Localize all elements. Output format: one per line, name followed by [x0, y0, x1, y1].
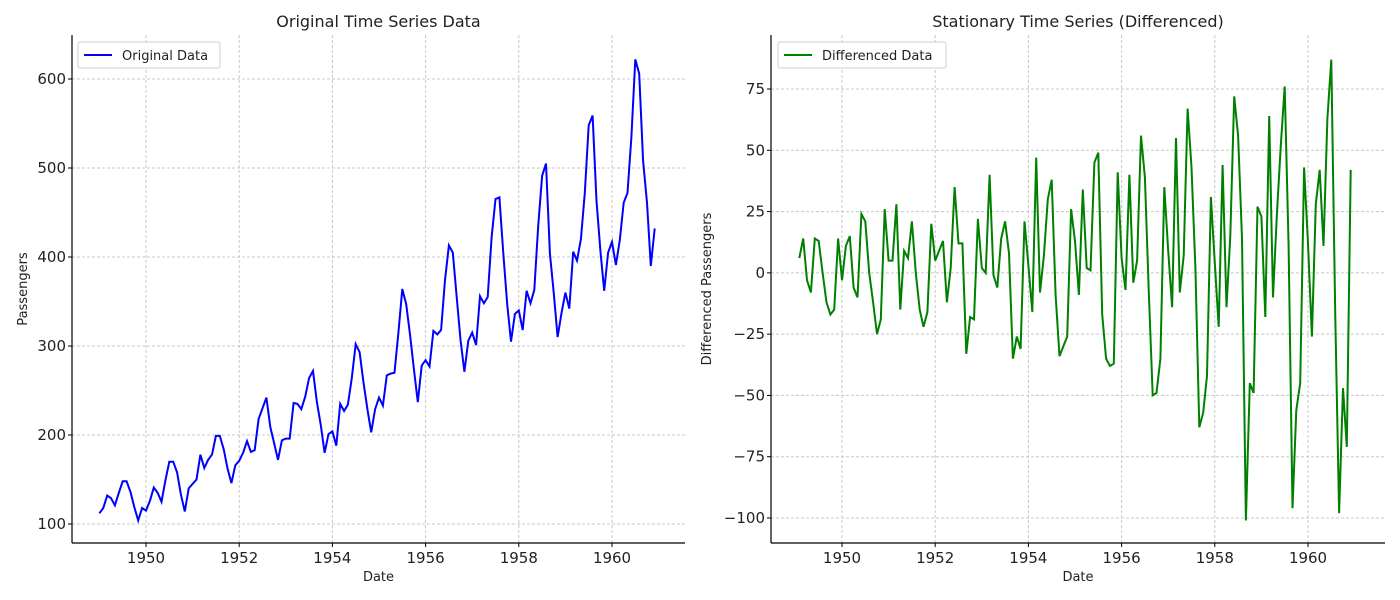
- differenced-data-line: [798, 59, 1352, 521]
- x-tick-label: 1958: [500, 549, 538, 567]
- original-series-chart: Original Time Series Data 1950 1952 1954 19…: [16, 12, 685, 585]
- original-data-line: [98, 59, 656, 524]
- tick-labels: 1950 1952 1954 1956 1958 1960 75 50 25 0 −25 −50 −75…: [724, 80, 1327, 567]
- y-tick-label: 600: [37, 70, 66, 88]
- y-tick-label: 100: [37, 515, 66, 533]
- legend-box: [777, 41, 947, 69]
- y-tick-label: 300: [37, 337, 66, 355]
- legend-box: [77, 41, 221, 69]
- x-tick-label: 1950: [823, 549, 861, 567]
- chart-title: Stationary Time Series (Differenced): [932, 12, 1223, 31]
- y-tick-label: −75: [733, 448, 765, 466]
- y-tick-label: 400: [37, 248, 66, 266]
- x-tick-label: 1954: [1009, 549, 1047, 567]
- grid: [72, 35, 685, 543]
- chart-title: Original Time Series Data: [276, 12, 480, 31]
- y-tick-label: 50: [746, 141, 765, 159]
- legend-label: Differenced Data: [822, 49, 932, 64]
- y-tick-label: −100: [724, 509, 765, 527]
- y-tick-label: 200: [37, 426, 66, 444]
- x-tick-label: 1954: [313, 549, 351, 567]
- tick-labels: 1950 1952 1954 1956 1958 1960 100 200 300 400 500 6…: [37, 70, 631, 567]
- legend: Differenced Data: [777, 41, 947, 69]
- y-axis-label: Passengers: [16, 252, 31, 326]
- x-tick-label: 1956: [1103, 549, 1141, 567]
- y-tick-label: −50: [733, 386, 765, 404]
- x-tick-label: 1952: [220, 549, 258, 567]
- y-tick-label: 0: [755, 264, 765, 282]
- x-axis-label: Date: [363, 570, 394, 585]
- x-tick-label: 1958: [1196, 549, 1234, 567]
- x-axis-label: Date: [1062, 570, 1093, 585]
- y-tick-label: 25: [746, 203, 765, 221]
- x-tick-label: 1956: [407, 549, 445, 567]
- y-tick-label: 75: [746, 80, 765, 98]
- x-tick-label: 1950: [127, 549, 165, 567]
- legend: Original Data: [77, 41, 221, 69]
- differenced-series-chart: Stationary Time Series (Differenced) 195…: [700, 12, 1385, 585]
- x-tick-label: 1960: [593, 549, 631, 567]
- y-axis-label: Differenced Passengers: [700, 212, 715, 365]
- x-tick-label: 1960: [1289, 549, 1327, 567]
- legend-label: Original Data: [122, 49, 208, 64]
- y-tick-label: 500: [37, 159, 66, 177]
- y-tick-label: −25: [733, 325, 765, 343]
- x-tick-label: 1952: [916, 549, 954, 567]
